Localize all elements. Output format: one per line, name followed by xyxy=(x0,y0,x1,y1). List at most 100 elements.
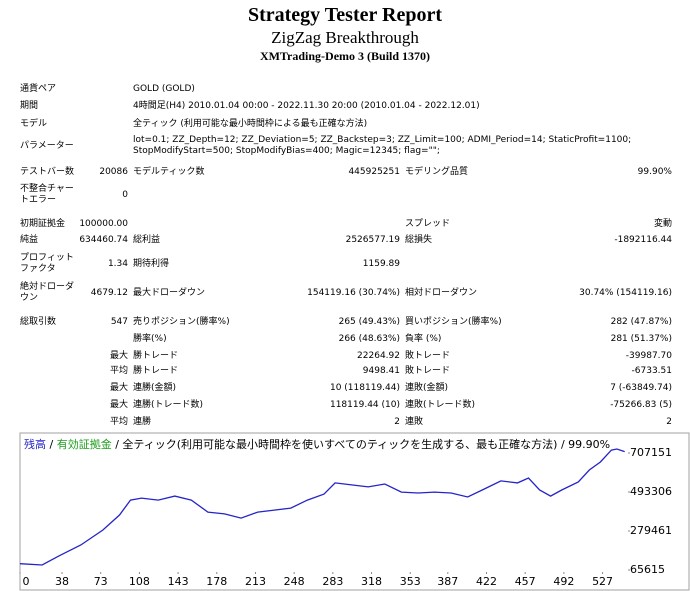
x-tick-label: 213 xyxy=(245,575,266,588)
stat-label: テストバー数 xyxy=(20,166,75,177)
y-tick-label: 493306 xyxy=(630,485,672,498)
stat-value: 9498.41 xyxy=(362,365,400,376)
stat-value: 平均 xyxy=(109,365,128,376)
stat-label: 総損失 xyxy=(405,234,433,245)
stat-value: 10 (118119.44) xyxy=(329,382,400,393)
info-value: GOLD (GOLD) xyxy=(133,84,683,95)
legend-entry: 残高 xyxy=(24,437,46,451)
stat-value: 2 xyxy=(666,416,672,427)
stat-value: 30.74% (154119.16) xyxy=(579,287,672,298)
separator: / xyxy=(557,438,568,451)
stat-row: 絶対ドローダウン 4679.12 最大ドローダウン 154119.16 (30.74%… xyxy=(0,281,690,305)
stat-value: 最大 xyxy=(109,382,128,393)
chart-frame xyxy=(19,432,690,591)
stat-value: 22264.92 xyxy=(357,350,400,361)
stat-label: 最大ドローダウン xyxy=(133,287,206,298)
stat-value: 変動 xyxy=(653,218,672,229)
stat-label: 期待利得 xyxy=(133,258,170,269)
stat-label: プロフィットファクタ xyxy=(20,253,74,274)
stat-label: モデリング品質 xyxy=(405,166,469,177)
stat-label: 純益 xyxy=(20,234,39,245)
info-label: モデル xyxy=(20,118,48,129)
stat-value: 547 xyxy=(110,316,128,327)
stat-value: 最大 xyxy=(109,399,128,410)
info-value-line: lot=0.1; ZZ_Depth=12; ZZ_Deviation=5; ZZ… xyxy=(133,135,632,145)
stat-value: 118119.44 (10) xyxy=(329,399,400,410)
stat-row: 総取引数 547 売りポジション(勝率%) 265 (49.43%) 買いポジション(勝… xyxy=(0,315,690,329)
info-row: パラメーター lot=0.1; ZZ_Depth=12; ZZ_Deviation… xyxy=(0,134,690,158)
stat-value: 154119.16 (30.74%) xyxy=(307,287,400,298)
info-value: 全ティック (利用可能な最小時間枠による最も正確な方法) xyxy=(133,119,683,130)
stat-label: 買いポジション(勝率%) xyxy=(405,316,502,327)
info-value: 4時間足(H4) 2010.01.04 00:00 - 2022.11.30 2… xyxy=(133,101,683,112)
stat-value: -6733.51 xyxy=(631,365,672,376)
info-label: 期間 xyxy=(20,100,39,111)
stat-label: 連敗 xyxy=(405,416,424,427)
stat-value: -39987.70 xyxy=(625,350,672,361)
stat-value: 0 xyxy=(122,189,128,200)
stat-label: 不整合チャートエラー xyxy=(20,184,74,205)
stat-value: -1892116.44 xyxy=(614,234,672,245)
stat-label: 勝トレード xyxy=(133,350,179,361)
stat-value: 445925251 xyxy=(348,166,400,177)
info-row: モデル 全ティック (利用可能な最小時間枠による最も正確な方法) xyxy=(0,117,690,131)
x-tick-label: 38 xyxy=(55,575,69,588)
info-value-line: GOLD (GOLD) xyxy=(133,83,195,94)
stat-value: 2 xyxy=(394,416,400,427)
stat-value: 平均 xyxy=(109,416,128,427)
x-tick-label: 0 xyxy=(23,575,30,588)
stat-label: 連勝(金額) xyxy=(133,382,177,393)
x-tick-label: 492 xyxy=(553,575,574,588)
stat-row: 初期証拠金 100000.00 スプレッド 変動 xyxy=(0,217,690,231)
stat-label: 勝トレード xyxy=(133,365,179,376)
server: XMTrading-Demo 3 (Build 1370) xyxy=(259,49,431,63)
stat-row: 平均 連勝 2 連敗 2 xyxy=(0,415,690,429)
stat-value: 265 (49.43%) xyxy=(338,316,400,327)
stat-label: 総利益 xyxy=(133,234,161,245)
stat-label: 敗トレード xyxy=(405,350,451,361)
legend-entry: 有効証拠金 xyxy=(57,437,112,451)
stat-label: 連勝 xyxy=(133,416,152,427)
stat-label: 連勝(トレード数) xyxy=(133,399,204,410)
model-description: 全ティック(利用可能な最小時間枠を使いすべてのティックを生成する、最も正確な方法… xyxy=(122,437,557,451)
y-tick-label: 279461 xyxy=(630,524,672,537)
modeling-quality: 99.90% xyxy=(568,438,610,451)
balance-line xyxy=(19,448,625,566)
info-value-line: StopModifyStart=500; StopModifyBias=400;… xyxy=(133,146,440,156)
x-tick-label: 318 xyxy=(361,575,382,588)
stat-row: 勝率(%) 266 (48.63%) 負率 (%) 281 (51.37%) xyxy=(0,332,690,346)
stat-row: 平均 勝トレード 9498.41 敗トレード -6733.51 xyxy=(0,364,690,378)
stat-row: 最大 連勝(金額) 10 (118119.44) 連敗(金額) 7 (-63849.74… xyxy=(0,381,690,395)
stat-label: 敗トレード xyxy=(405,365,451,376)
stat-label: 相対ドローダウン xyxy=(405,287,478,298)
stat-value: 4679.12 xyxy=(90,287,128,298)
info-value: lot=0.1; ZZ_Depth=12; ZZ_Deviation=5; ZZ… xyxy=(133,135,683,157)
stat-value: 282 (47.87%) xyxy=(610,316,672,327)
stat-label: 負率 (%) xyxy=(405,333,442,344)
info-value-line: 全ティック (利用可能な最小時間枠による最も正確な方法) xyxy=(133,118,368,129)
x-tick-label: 143 xyxy=(168,575,189,588)
x-tick-label: 248 xyxy=(284,575,305,588)
stat-label: 連敗(トレード数) xyxy=(405,399,476,410)
stat-value: 2526577.19 xyxy=(345,234,400,245)
report-title: Strategy Tester Report xyxy=(247,4,443,26)
stat-value: -75266.83 (5) xyxy=(610,399,672,410)
stat-label: モデルティック数 xyxy=(133,166,205,177)
info-row: 通貨ペア GOLD (GOLD) xyxy=(0,82,690,96)
info-value-line: 4時間足(H4) 2010.01.04 00:00 - 2022.11.30 2… xyxy=(133,100,480,111)
separator: / xyxy=(46,438,57,451)
x-tick-label: 283 xyxy=(322,575,343,588)
stat-row: 不整合チャートエラー 0 xyxy=(0,183,690,207)
stat-row: 最大 連勝(トレード数) 118119.44 (10) 連敗(トレード数) -75266… xyxy=(0,398,690,412)
x-tick-label: 73 xyxy=(94,575,108,588)
y-tick-label: 707151 xyxy=(630,446,672,459)
report-subtitle: ZigZag Breakthrough xyxy=(271,28,419,47)
stat-value: 281 (51.37%) xyxy=(610,333,672,344)
chart-header: 残高 / 有効証拠金 / 全ティック(利用可能な最小時間枠を使いすべてのティック… xyxy=(24,437,610,451)
stat-row: 純益 634460.74 総利益 2526577.19 総損失 -1892116.44 xyxy=(0,233,690,247)
x-tick-label: 178 xyxy=(206,575,227,588)
stat-row: テストバー数 20086 モデルティック数 445925251 モデリング品質 99.90… xyxy=(0,165,690,179)
stat-value: 20086 xyxy=(99,166,128,177)
